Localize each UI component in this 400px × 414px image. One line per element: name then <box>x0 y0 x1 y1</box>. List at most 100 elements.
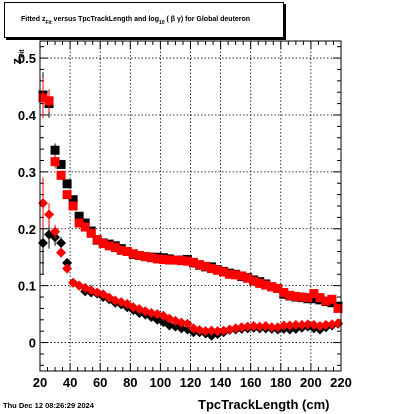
data-point-square <box>152 254 162 264</box>
data-point-diamond <box>200 326 211 337</box>
data-point-square <box>134 251 144 260</box>
data-point-diamond <box>50 226 61 237</box>
x-tick-label: 60 <box>93 375 107 390</box>
data-point-diamond <box>56 237 67 248</box>
data-point-diamond <box>254 321 265 332</box>
timestamp: Thu Dec 12 08:26:29 2024 <box>3 401 94 410</box>
data-point-square <box>237 271 247 281</box>
data-point-diamond <box>206 325 217 336</box>
title-log-subscript: 10 <box>158 20 165 26</box>
data-point-square <box>315 293 325 303</box>
data-point-square <box>98 239 108 249</box>
x-tick-label: 80 <box>123 375 137 390</box>
data-point-square <box>104 241 114 251</box>
data-point-diamond <box>38 198 49 209</box>
data-point-diamond <box>212 326 223 337</box>
y-tick-label: 0.5 <box>18 51 36 66</box>
title-middle: versus TpcTrackLength and log <box>51 16 159 23</box>
data-point-square <box>309 289 319 299</box>
y-tick-label: 0.4 <box>18 108 37 123</box>
data-point-square <box>122 247 132 257</box>
title-prefix: Fitted z <box>21 16 46 23</box>
data-point-square <box>279 287 289 297</box>
data-point-square <box>201 261 211 271</box>
y-tick-label: 0.1 <box>18 279 36 294</box>
data-point-square <box>213 265 223 275</box>
title-box: Fitted zFit versus TpcTrackLength and lo… <box>4 2 284 38</box>
data-point-square <box>62 190 72 200</box>
x-tick-label: 40 <box>63 375 77 390</box>
x-tick-label: 220 <box>330 375 352 390</box>
data-point-square <box>44 96 54 106</box>
data-point-diamond <box>38 237 49 248</box>
data-point-diamond <box>266 322 277 333</box>
data-point-square <box>80 222 90 232</box>
data-point-square <box>74 211 84 221</box>
data-point-diamond <box>278 320 289 331</box>
data-series-4 <box>38 177 343 337</box>
data-point-square <box>68 201 78 211</box>
x-tick-label: 120 <box>180 375 202 390</box>
data-point-diamond <box>62 263 73 274</box>
data-point-square <box>261 280 271 290</box>
data-point-square <box>164 255 174 265</box>
title-subscript: Fit <box>45 20 52 26</box>
data-point-diamond <box>182 318 193 329</box>
data-point-square <box>116 245 126 255</box>
data-point-diamond <box>302 319 313 330</box>
data-point-square <box>128 249 138 259</box>
plot-frame-border <box>39 40 342 372</box>
data-point-square <box>158 254 168 264</box>
x-tick-label: 160 <box>240 375 262 390</box>
data-point-square <box>243 273 253 283</box>
data-point-square <box>267 282 277 292</box>
data-point-diamond <box>248 321 259 332</box>
x-tick-label: 140 <box>210 375 232 390</box>
y-axis-title-sub: Fit <box>19 49 26 59</box>
data-point-square <box>333 303 343 313</box>
data-point-diamond <box>296 319 307 330</box>
x-tick-label: 20 <box>33 375 47 390</box>
data-point-square <box>273 284 283 293</box>
data-point-square <box>297 292 307 302</box>
data-point-square <box>291 291 301 301</box>
data-point-diamond <box>44 209 55 220</box>
data-point-square <box>321 296 331 306</box>
data-point-square <box>225 269 235 279</box>
data-point-square <box>285 290 295 300</box>
chart-title: Fitted zFit versus TpcTrackLength and lo… <box>21 16 250 26</box>
data-point-square <box>56 159 66 169</box>
data-point-square <box>255 278 265 288</box>
y-axis-title: zFit <box>4 44 30 70</box>
data-point-square <box>182 256 192 266</box>
data-point-square <box>50 145 60 155</box>
x-tick-label: 200 <box>300 375 322 390</box>
x-tick-label: 100 <box>150 375 172 390</box>
data-point-diamond <box>236 322 247 333</box>
data-point-square <box>170 255 180 265</box>
data-point-square <box>327 294 337 304</box>
y-tick-label: 0.3 <box>18 165 36 180</box>
data-point-square <box>62 179 72 189</box>
data-point-square <box>249 276 259 286</box>
data-point-diamond <box>56 247 67 258</box>
data-point-square <box>74 218 84 228</box>
data-point-square <box>50 157 60 167</box>
data-point-square <box>56 170 66 180</box>
data-point-square <box>219 267 229 277</box>
data-point-square <box>309 294 319 304</box>
data-point-square <box>38 93 48 103</box>
data-point-diamond <box>242 321 253 332</box>
data-point-square <box>86 228 96 238</box>
data-point-diamond <box>284 320 295 331</box>
data-point-square <box>110 243 120 253</box>
data-point-diamond <box>62 257 73 268</box>
data-point-square <box>231 270 241 280</box>
x-axis-title: TpcTrackLength (cm) <box>198 397 330 412</box>
data-point-square <box>195 260 205 270</box>
data-point-square <box>146 253 156 263</box>
y-tick-label: 0 <box>29 336 36 351</box>
data-point-diamond <box>320 319 331 330</box>
data-point-square <box>92 235 102 245</box>
